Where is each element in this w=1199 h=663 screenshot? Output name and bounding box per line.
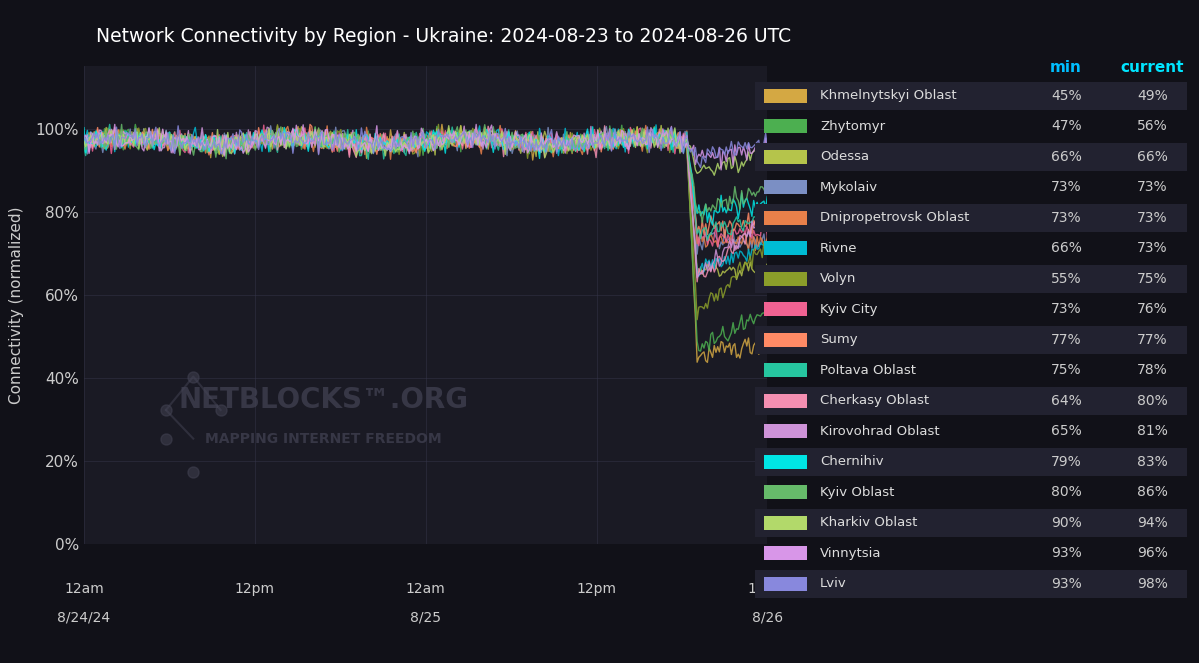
- Text: Zhytomyr: Zhytomyr: [820, 120, 885, 133]
- Text: Odessa: Odessa: [820, 151, 869, 164]
- Text: 12am: 12am: [405, 582, 446, 596]
- Text: 90%: 90%: [1050, 516, 1081, 530]
- FancyBboxPatch shape: [764, 211, 807, 225]
- Text: 12am: 12am: [747, 582, 788, 596]
- Text: 80%: 80%: [1137, 394, 1168, 408]
- Text: 66%: 66%: [1137, 150, 1168, 164]
- Text: Cherkasy Oblast: Cherkasy Oblast: [820, 394, 929, 408]
- Text: 12pm: 12pm: [235, 582, 275, 596]
- Text: 79%: 79%: [1050, 455, 1081, 469]
- FancyBboxPatch shape: [755, 82, 1187, 109]
- Text: 66%: 66%: [1050, 150, 1081, 164]
- FancyBboxPatch shape: [755, 265, 1187, 292]
- Text: 49%: 49%: [1137, 89, 1168, 103]
- FancyBboxPatch shape: [764, 302, 807, 316]
- FancyBboxPatch shape: [755, 387, 1187, 414]
- Text: 45%: 45%: [1050, 89, 1081, 103]
- Text: Vinnytsia: Vinnytsia: [820, 547, 881, 560]
- Text: 8/24/24: 8/24/24: [58, 611, 110, 625]
- Text: Lviv: Lviv: [820, 577, 846, 591]
- FancyBboxPatch shape: [764, 119, 807, 133]
- FancyBboxPatch shape: [764, 333, 807, 347]
- Text: 66%: 66%: [1050, 241, 1081, 255]
- Text: Kyiv Oblast: Kyiv Oblast: [820, 486, 894, 499]
- Text: min: min: [1050, 60, 1081, 76]
- Text: 93%: 93%: [1050, 546, 1081, 560]
- Text: 81%: 81%: [1137, 424, 1168, 438]
- Text: 77%: 77%: [1137, 333, 1168, 347]
- FancyBboxPatch shape: [755, 143, 1187, 170]
- Text: Khmelnytskyi Oblast: Khmelnytskyi Oblast: [820, 90, 957, 103]
- FancyBboxPatch shape: [764, 455, 807, 469]
- Text: 76%: 76%: [1137, 302, 1168, 316]
- FancyBboxPatch shape: [764, 516, 807, 530]
- Text: 73%: 73%: [1137, 241, 1168, 255]
- Text: MAPPING INTERNET FREEDOM: MAPPING INTERNET FREEDOM: [205, 432, 441, 446]
- Text: 56%: 56%: [1137, 119, 1168, 133]
- Text: Kirovohrad Oblast: Kirovohrad Oblast: [820, 425, 940, 438]
- Text: 12pm: 12pm: [577, 582, 616, 596]
- Text: current: current: [1121, 60, 1185, 76]
- Text: NETBLOCKS™.ORG: NETBLOCKS™.ORG: [179, 387, 468, 414]
- Text: 98%: 98%: [1137, 577, 1168, 591]
- Text: Chernihiv: Chernihiv: [820, 455, 884, 469]
- Text: Sumy: Sumy: [820, 333, 857, 347]
- FancyBboxPatch shape: [764, 241, 807, 255]
- Text: 73%: 73%: [1050, 211, 1081, 225]
- FancyBboxPatch shape: [764, 485, 807, 499]
- FancyBboxPatch shape: [764, 272, 807, 286]
- FancyBboxPatch shape: [755, 509, 1187, 536]
- Text: 80%: 80%: [1050, 485, 1081, 499]
- Text: Network Connectivity by Region - Ukraine: 2024-08-23 to 2024-08-26 UTC: Network Connectivity by Region - Ukraine…: [96, 27, 791, 46]
- FancyBboxPatch shape: [764, 546, 807, 560]
- FancyBboxPatch shape: [764, 424, 807, 438]
- Text: 8/26: 8/26: [752, 611, 783, 625]
- FancyBboxPatch shape: [764, 150, 807, 164]
- Text: 73%: 73%: [1050, 302, 1081, 316]
- Text: Volyn: Volyn: [820, 272, 856, 286]
- Text: 47%: 47%: [1050, 119, 1081, 133]
- Text: 93%: 93%: [1050, 577, 1081, 591]
- FancyBboxPatch shape: [755, 326, 1187, 353]
- FancyBboxPatch shape: [755, 570, 1187, 597]
- Text: 96%: 96%: [1137, 546, 1168, 560]
- Text: 73%: 73%: [1137, 180, 1168, 194]
- FancyBboxPatch shape: [755, 448, 1187, 475]
- Text: 77%: 77%: [1050, 333, 1081, 347]
- Text: 94%: 94%: [1137, 516, 1168, 530]
- FancyBboxPatch shape: [764, 89, 807, 103]
- FancyBboxPatch shape: [764, 363, 807, 377]
- Text: 64%: 64%: [1050, 394, 1081, 408]
- Text: Poltava Oblast: Poltava Oblast: [820, 364, 916, 377]
- Text: 8/25: 8/25: [410, 611, 441, 625]
- Text: Rivne: Rivne: [820, 242, 857, 255]
- Y-axis label: Connectivity (normalized): Connectivity (normalized): [10, 206, 24, 404]
- Text: Kharkiv Oblast: Kharkiv Oblast: [820, 516, 917, 530]
- Text: 12am: 12am: [64, 582, 104, 596]
- Text: 86%: 86%: [1137, 485, 1168, 499]
- Text: 73%: 73%: [1137, 211, 1168, 225]
- FancyBboxPatch shape: [764, 394, 807, 408]
- Text: 75%: 75%: [1050, 363, 1081, 377]
- FancyBboxPatch shape: [764, 577, 807, 591]
- Text: 55%: 55%: [1050, 272, 1081, 286]
- Text: Dnipropetrovsk Oblast: Dnipropetrovsk Oblast: [820, 211, 970, 225]
- Text: 73%: 73%: [1050, 180, 1081, 194]
- Text: Mykolaiv: Mykolaiv: [820, 181, 878, 194]
- Text: Kyiv City: Kyiv City: [820, 303, 878, 316]
- Text: 65%: 65%: [1050, 424, 1081, 438]
- FancyBboxPatch shape: [755, 204, 1187, 231]
- Text: 78%: 78%: [1137, 363, 1168, 377]
- Text: 83%: 83%: [1137, 455, 1168, 469]
- Text: 75%: 75%: [1137, 272, 1168, 286]
- FancyBboxPatch shape: [764, 180, 807, 194]
